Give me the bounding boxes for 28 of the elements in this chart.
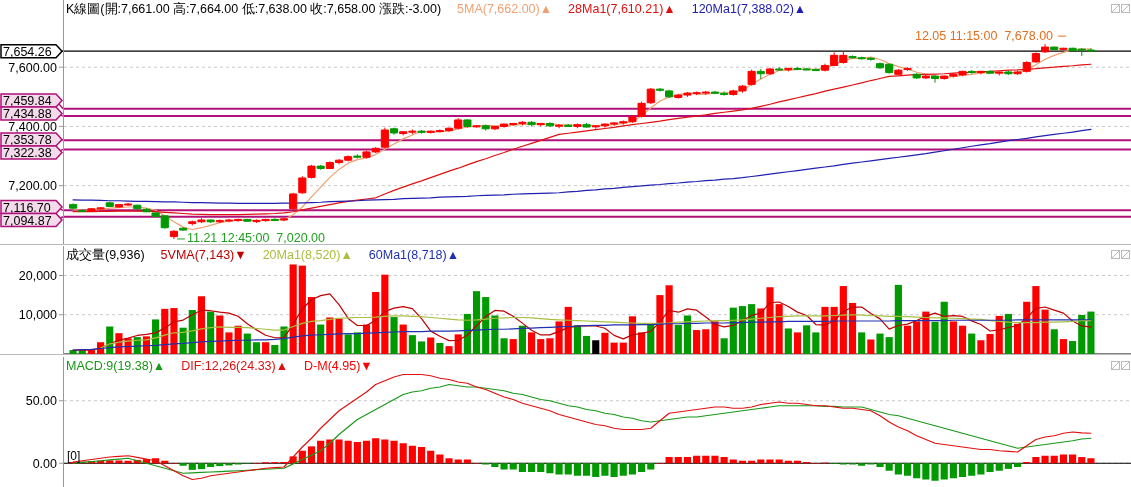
y-tick-label: 7,400.00 bbox=[8, 119, 58, 134]
ref-line-label: 7,116.70 bbox=[3, 200, 51, 215]
annotation: [0] bbox=[67, 449, 81, 464]
y-tick-label: 50.00 bbox=[25, 394, 58, 409]
text: DIF:12,26(24.33)▲ bbox=[181, 359, 289, 373]
annotation: 12.05 11:15:00 7,678.00 bbox=[914, 29, 1054, 44]
ref-line-label: 7,322.38 bbox=[3, 145, 52, 160]
y-tick-label: 0.00 bbox=[32, 456, 58, 471]
y-tick-label: 20,000 bbox=[18, 268, 58, 283]
text: 60Ma1(8,718)▲ bbox=[368, 248, 460, 262]
ref-line-label: 7,654.26 bbox=[3, 44, 52, 59]
y-tick-label: 7,200.00 bbox=[8, 179, 58, 194]
ref-line-label: 7,094.87 bbox=[3, 213, 52, 228]
text: 20Ma1(8,520)▲ bbox=[262, 248, 353, 262]
text: 5VMA(7,143)▼ bbox=[160, 248, 247, 262]
text: 5MA(7,662.00)▲ bbox=[457, 2, 553, 16]
ref-line-label: 7,353.78 bbox=[3, 132, 52, 147]
text: 120Ma1(7,388.02)▲ bbox=[691, 2, 807, 16]
ref-line-label: 7,434.88 bbox=[3, 106, 52, 121]
annotation: 11.21 12:45:00 7,020.00 bbox=[186, 230, 326, 245]
chart-title: K線圖(開:7,661.00 高:7,664.00 低:7,638.00 收:7,658.00 漲跌:-3.00) bbox=[66, 1, 442, 16]
ref-line-label: 7,459.84 bbox=[3, 93, 52, 108]
y-tick-label: 7,600.00 bbox=[8, 60, 58, 75]
y-tick-label: 10,000 bbox=[18, 308, 58, 323]
text: 28Ma1(7,610.21)▲ bbox=[568, 2, 676, 16]
text: D-M(4.95)▼ bbox=[304, 359, 373, 373]
text: MACD:9(19.38)▲ bbox=[66, 359, 166, 373]
chart-title: 成交量(9,936) bbox=[66, 247, 145, 262]
